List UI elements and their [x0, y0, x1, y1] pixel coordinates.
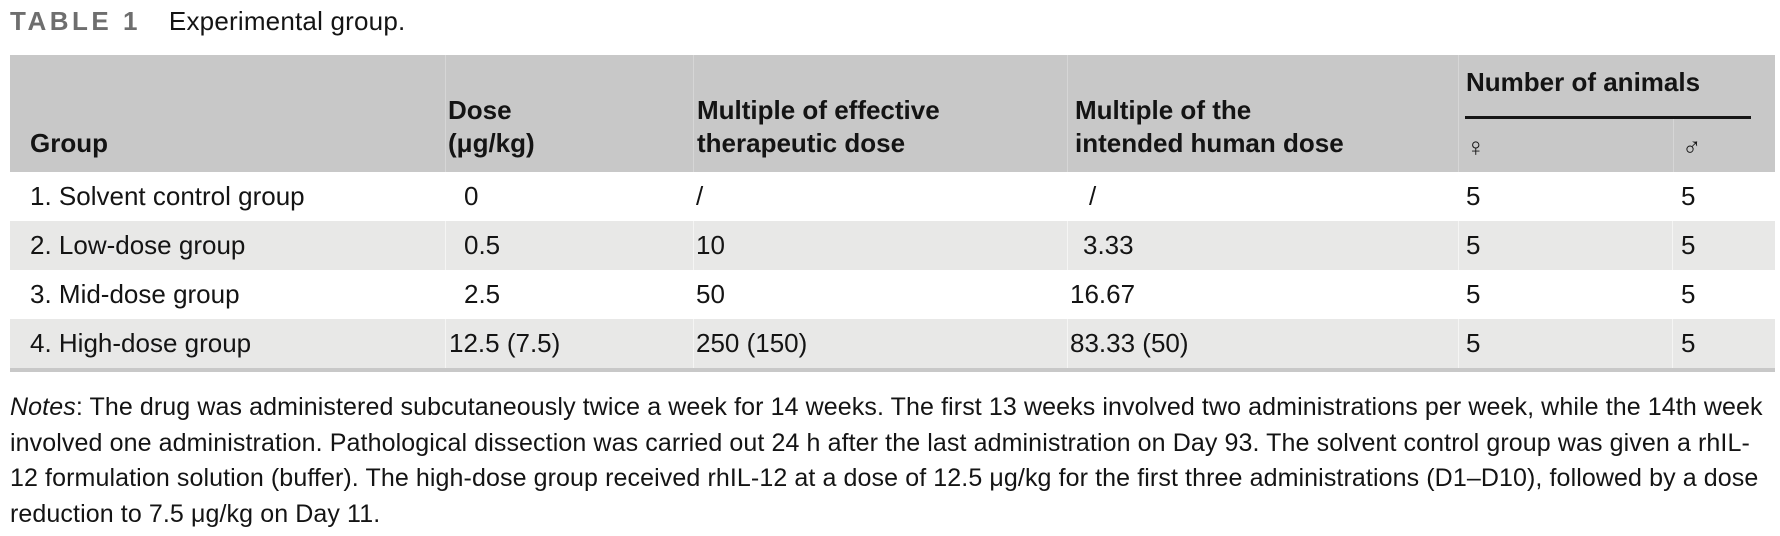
table-row-solvent-control: 1. Solvent control group 0 / / 5 5	[10, 172, 1775, 221]
cell-dose: 0.5	[445, 221, 693, 270]
table-row-low-dose: 2. Low-dose group 0.5 10 3.33 5 5	[10, 221, 1775, 270]
notes-label: Notes	[10, 393, 76, 421]
cell-female-count: 5	[1458, 319, 1672, 368]
cell-multiple-effective: 50	[693, 270, 1067, 319]
table-title: TABLE 1 Experimental group.	[10, 3, 405, 37]
cell-dose: 0	[445, 172, 693, 221]
notes-text: : The drug was administered subcutaneous…	[10, 393, 1763, 528]
table-caption: Experimental group.	[168, 6, 406, 36]
cell-group: 1. Solvent control group	[30, 181, 305, 211]
cell-multiple-effective: 10	[693, 221, 1067, 270]
cell-female-count: 5	[1458, 221, 1672, 270]
cell-male-count: 5	[1672, 172, 1775, 221]
header-group: Group	[30, 128, 108, 158]
experimental-group-table: Group Dose (μg/kg) Multiple of effective…	[10, 55, 1775, 372]
cell-multiple-effective: 250 (150)	[693, 319, 1067, 368]
cell-multiple-human: 16.67	[1067, 270, 1458, 319]
cell-multiple-human: 3.33	[1067, 221, 1458, 270]
header-multiple-human: Multiple of the intended human dose	[1067, 55, 1458, 172]
cell-multiple-effective: /	[693, 172, 1067, 221]
header-multiple-effective: Multiple of effective therapeutic dose	[693, 55, 1067, 172]
cell-group: 4. High-dose group	[30, 328, 252, 358]
cell-dose: 2.5	[445, 270, 693, 319]
female-icon: ♀	[1466, 132, 1486, 162]
cell-dose: 12.5 (7.5)	[445, 319, 693, 368]
cell-group: 2. Low-dose group	[30, 230, 246, 260]
male-icon: ♂	[1682, 132, 1702, 162]
number-of-animals-label: Number of animals	[1466, 67, 1701, 97]
header-dose: Dose (μg/kg)	[445, 55, 693, 172]
header-number-of-animals-group: Number of animals ♀ ♂	[1458, 55, 1775, 172]
cell-multiple-human: /	[1067, 172, 1458, 221]
header-female: ♀	[1459, 119, 1673, 172]
header-male: ♂	[1673, 119, 1775, 172]
table-number-label: TABLE 1	[10, 6, 141, 36]
cell-female-count: 5	[1458, 270, 1672, 319]
table-bottom-border	[10, 368, 1775, 372]
table-row-high-dose: 4. High-dose group 12.5 (7.5) 250 (150) …	[10, 319, 1775, 368]
cell-multiple-human: 83.33 (50)	[1067, 319, 1458, 368]
cell-male-count: 5	[1672, 270, 1775, 319]
table-row-mid-dose: 3. Mid-dose group 2.5 50 16.67 5 5	[10, 270, 1775, 319]
cell-male-count: 5	[1672, 221, 1775, 270]
number-of-animals-underline	[1465, 116, 1751, 119]
table-notes: Notes: The drug was administered subcuta…	[10, 390, 1772, 532]
cell-female-count: 5	[1458, 172, 1672, 221]
cell-male-count: 5	[1672, 319, 1775, 368]
cell-group: 3. Mid-dose group	[30, 279, 240, 309]
table-header-row: Group Dose (μg/kg) Multiple of effective…	[10, 55, 1775, 172]
